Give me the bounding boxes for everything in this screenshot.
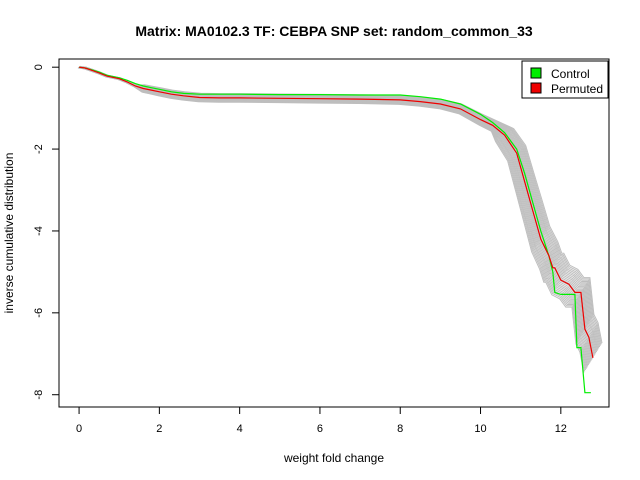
x-tick-label: 6 <box>317 423 323 435</box>
chart-title: Matrix: MA0102.3 TF: CEBPA SNP set: rand… <box>135 23 533 39</box>
series-lines-group <box>79 66 594 394</box>
series-line-control <box>79 66 591 394</box>
y-tick-label: 0 <box>33 64 45 70</box>
legend-label-permuted: Permuted <box>551 82 603 96</box>
x-tick-label: 12 <box>555 423 567 435</box>
y-tick-label: -8 <box>33 390 45 400</box>
x-tick-label: 10 <box>474 423 486 435</box>
y-tick-label: -4 <box>33 226 45 236</box>
x-axis: 0 2 4 6 8 10 12 <box>76 406 567 435</box>
x-tick-label: 4 <box>237 423 243 435</box>
x-axis-label: weight fold change <box>283 451 384 465</box>
y-axis-label: inverse cumulative distribution <box>2 153 16 314</box>
x-tick-label: 2 <box>156 423 162 435</box>
legend-swatch-permuted <box>530 82 542 94</box>
legend-swatch-control <box>530 67 542 79</box>
legend: Control Permuted <box>521 60 609 99</box>
x-tick-label: 0 <box>76 423 82 435</box>
x-tick-label: 8 <box>397 423 403 435</box>
y-axis: 0 -2 -4 -6 -8 <box>33 64 60 400</box>
series-line-permuted <box>79 66 594 359</box>
y-tick-label: -2 <box>33 144 45 154</box>
legend-label-control: Control <box>551 67 590 81</box>
y-tick-label: -6 <box>33 308 45 318</box>
